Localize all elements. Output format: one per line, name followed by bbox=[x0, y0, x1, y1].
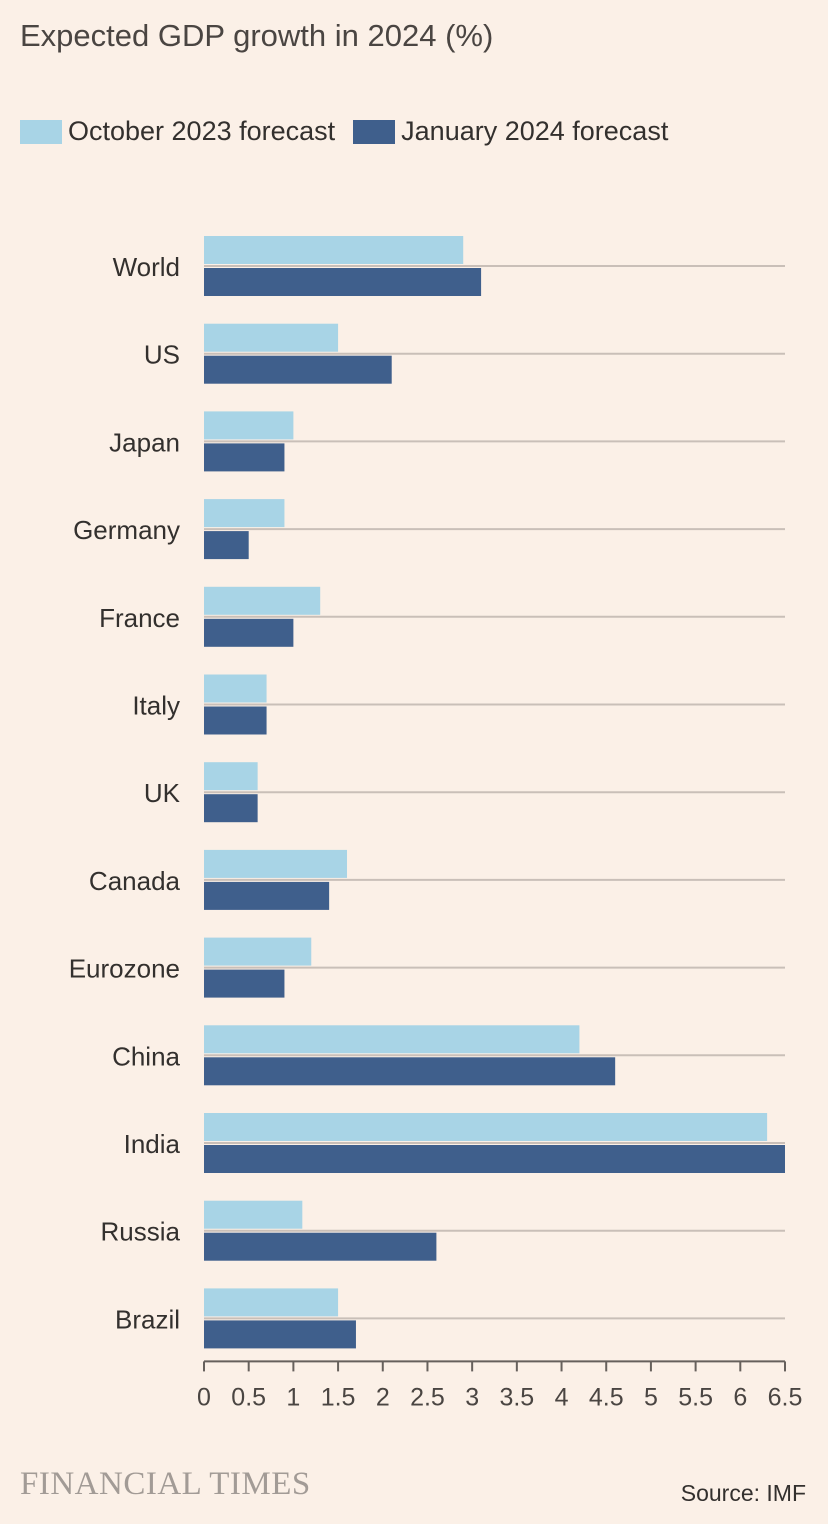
x-tick-label: 4 bbox=[555, 1383, 569, 1411]
legend-item-january: January 2024 forecast bbox=[353, 116, 668, 147]
bar-january bbox=[204, 1145, 785, 1173]
bar-october bbox=[204, 849, 348, 878]
x-tick-label: 1.5 bbox=[321, 1383, 356, 1411]
category-label: France bbox=[99, 603, 180, 633]
legend: October 2023 forecast January 2024 forec… bbox=[20, 116, 686, 147]
x-tick-label: 2.5 bbox=[410, 1383, 445, 1411]
bar-january bbox=[204, 268, 482, 296]
category-label: UK bbox=[144, 778, 181, 808]
bar-october bbox=[204, 411, 294, 440]
category-label: Brazil bbox=[115, 1304, 180, 1334]
x-tick-label: 6.5 bbox=[768, 1383, 803, 1411]
bar-october bbox=[204, 1025, 580, 1054]
legend-swatch-january bbox=[353, 119, 396, 144]
bar-january bbox=[204, 881, 330, 910]
category-label: India bbox=[124, 1129, 181, 1159]
category-label: US bbox=[144, 340, 180, 370]
bar-january bbox=[204, 355, 392, 384]
x-tick-label: 2 bbox=[376, 1383, 390, 1411]
legend-label-january: January 2024 forecast bbox=[401, 116, 669, 146]
category-label: Germany bbox=[73, 515, 180, 545]
legend-item-october: October 2023 forecast bbox=[20, 116, 335, 147]
x-tick-label: 5.5 bbox=[678, 1383, 713, 1411]
legend-label-october: October 2023 forecast bbox=[68, 116, 336, 146]
category-label: Italy bbox=[132, 691, 180, 721]
category-label: Eurozone bbox=[69, 954, 180, 984]
category-label: Japan bbox=[109, 427, 180, 457]
x-tick-label: 0 bbox=[197, 1383, 211, 1411]
bar-january bbox=[204, 618, 294, 647]
x-tick-label: 0.5 bbox=[231, 1383, 266, 1411]
bar-october bbox=[204, 586, 321, 615]
bar-october bbox=[204, 236, 464, 264]
bar-october bbox=[204, 1200, 303, 1229]
bar-october bbox=[204, 674, 267, 703]
source-note: Source: IMF bbox=[680, 1480, 806, 1506]
category-label: World bbox=[113, 252, 180, 282]
bar-october bbox=[204, 762, 258, 791]
bar-january bbox=[204, 1232, 437, 1261]
category-label: Canada bbox=[89, 866, 181, 896]
bar-january bbox=[204, 706, 267, 735]
bar-january bbox=[204, 531, 249, 560]
chart-title: Expected GDP growth in 2024 (%) bbox=[20, 18, 494, 53]
bar-january bbox=[204, 1320, 356, 1349]
brand-logo: FINANCIAL TIMES bbox=[20, 1466, 311, 1502]
x-tick-label: 3.5 bbox=[499, 1383, 534, 1411]
x-tick-label: 6 bbox=[733, 1383, 747, 1411]
bar-october bbox=[204, 1288, 339, 1317]
category-label: China bbox=[112, 1041, 180, 1071]
bar-october bbox=[204, 937, 312, 966]
bar-january bbox=[204, 969, 285, 998]
bar-october bbox=[204, 499, 285, 528]
x-tick-label: 4.5 bbox=[589, 1383, 624, 1411]
x-tick-label: 5 bbox=[644, 1383, 658, 1411]
x-tick-label: 3 bbox=[465, 1383, 479, 1411]
bar-chart: World US Japan Germany France Italy UK Canada Eu… bbox=[69, 236, 803, 1411]
bar-january bbox=[204, 1057, 616, 1086]
bar-january bbox=[204, 443, 285, 472]
category-label: Russia bbox=[101, 1217, 181, 1247]
bar-january bbox=[204, 794, 258, 823]
x-tick-label: 1 bbox=[286, 1383, 300, 1411]
bar-october bbox=[204, 1113, 768, 1141]
legend-swatch-october bbox=[20, 119, 62, 144]
bar-october bbox=[204, 323, 339, 352]
